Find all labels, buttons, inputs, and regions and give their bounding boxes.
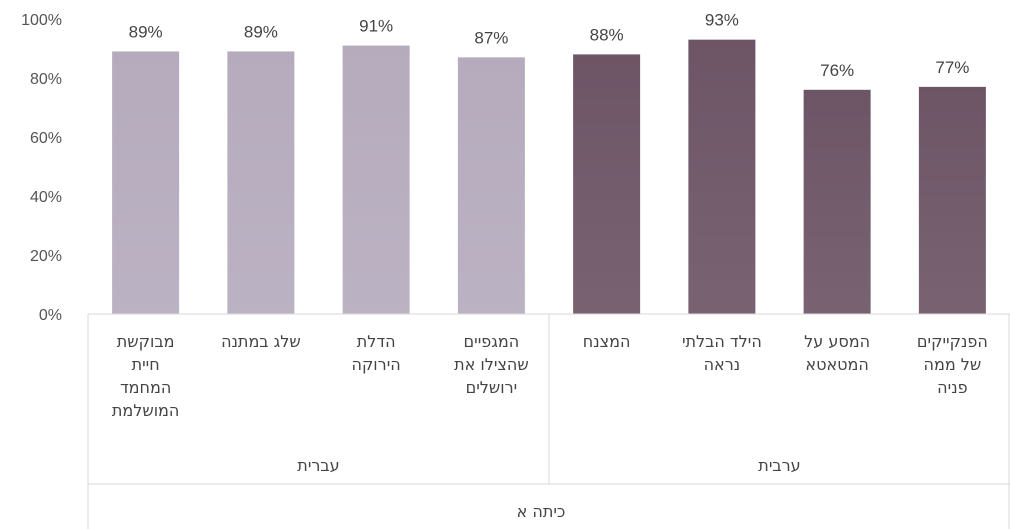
group-label: ערבית — [758, 456, 800, 475]
bar — [573, 54, 641, 315]
x-tick-label-line: נראה — [704, 355, 741, 374]
x-tick-label: המסע על המטאטא — [804, 332, 870, 374]
data-label: 89% — [129, 22, 163, 41]
data-label: 88% — [590, 25, 624, 44]
bar — [112, 51, 180, 314]
data-label: 93% — [705, 11, 739, 30]
x-tick-label-line: הדלת — [357, 332, 396, 351]
x-tick-label: המגפיים שהצילו את ירושלים — [454, 332, 529, 397]
bar — [227, 51, 295, 314]
bars — [112, 39, 986, 315]
data-label: 87% — [474, 28, 508, 47]
x-tick-label-line: המסע על — [804, 332, 870, 351]
data-label: 89% — [244, 22, 278, 41]
x-tick-label-line: שלג במתנה — [221, 332, 301, 351]
y-tick-label: 60% — [30, 130, 62, 147]
x-tick-label: המצנח — [583, 332, 631, 351]
bar — [918, 86, 986, 314]
group-labels: עברית ערבית — [87, 313, 1010, 529]
data-label: 76% — [820, 61, 854, 80]
bar — [457, 57, 525, 314]
x-tick-label-line: המטאטא — [805, 355, 868, 374]
x-tick-label-line: פניה — [937, 378, 967, 397]
y-tick-label: 100% — [21, 12, 62, 29]
x-tick-label-line: המושלמת — [112, 401, 180, 420]
x-tick-label-line: הילד הבלתי — [682, 332, 762, 351]
group-label: עברית — [297, 456, 339, 475]
data-labels: 89% 89% 91% 87% 88% 93% 76% 77% — [129, 11, 970, 80]
bar — [803, 89, 871, 314]
y-tick-label: 80% — [30, 71, 62, 88]
x-tick-label-line: הפנקייקים — [917, 332, 988, 351]
y-tick-label: 0% — [39, 307, 62, 324]
x-tick-label: הפנקייקים של ממה פניה — [917, 332, 988, 397]
bar — [688, 39, 756, 315]
data-label: 77% — [935, 58, 969, 77]
x-tick-label-line: שהצילו את — [454, 355, 529, 374]
x-tick-label-line: חיית — [132, 355, 160, 374]
bar — [342, 45, 410, 315]
y-tick-label: 20% — [30, 248, 62, 265]
y-tick-label: 40% — [30, 189, 62, 206]
x-tick-label: הילד הבלתי נראה — [682, 332, 762, 374]
x-tick-label: מבוקשת חיית המחמד המושלמת — [112, 332, 180, 420]
x-tick-label-line: של ממה — [924, 355, 982, 374]
x-tick-label-line: הירוקה — [352, 355, 401, 374]
x-tick-label: הדלת הירוקה — [352, 332, 401, 374]
x-tick-label: שלג במתנה — [221, 332, 301, 351]
x-tick-label-line: המחמד — [120, 378, 171, 397]
top-group-label: כיתה א — [517, 502, 566, 521]
y-axis: 0% 20% 40% 60% 80% 100% — [21, 12, 62, 324]
x-tick-label-line: המגפיים — [464, 332, 520, 351]
data-label: 91% — [359, 17, 393, 36]
x-tick-label-line: מבוקשת — [117, 332, 175, 351]
category-labels: מבוקשת חיית המחמד המושלמת שלג במתנה הדלת הירוק… — [112, 332, 988, 420]
x-tick-label-line: המצנח — [583, 332, 631, 351]
x-tick-label-line: ירושלים — [466, 378, 518, 397]
